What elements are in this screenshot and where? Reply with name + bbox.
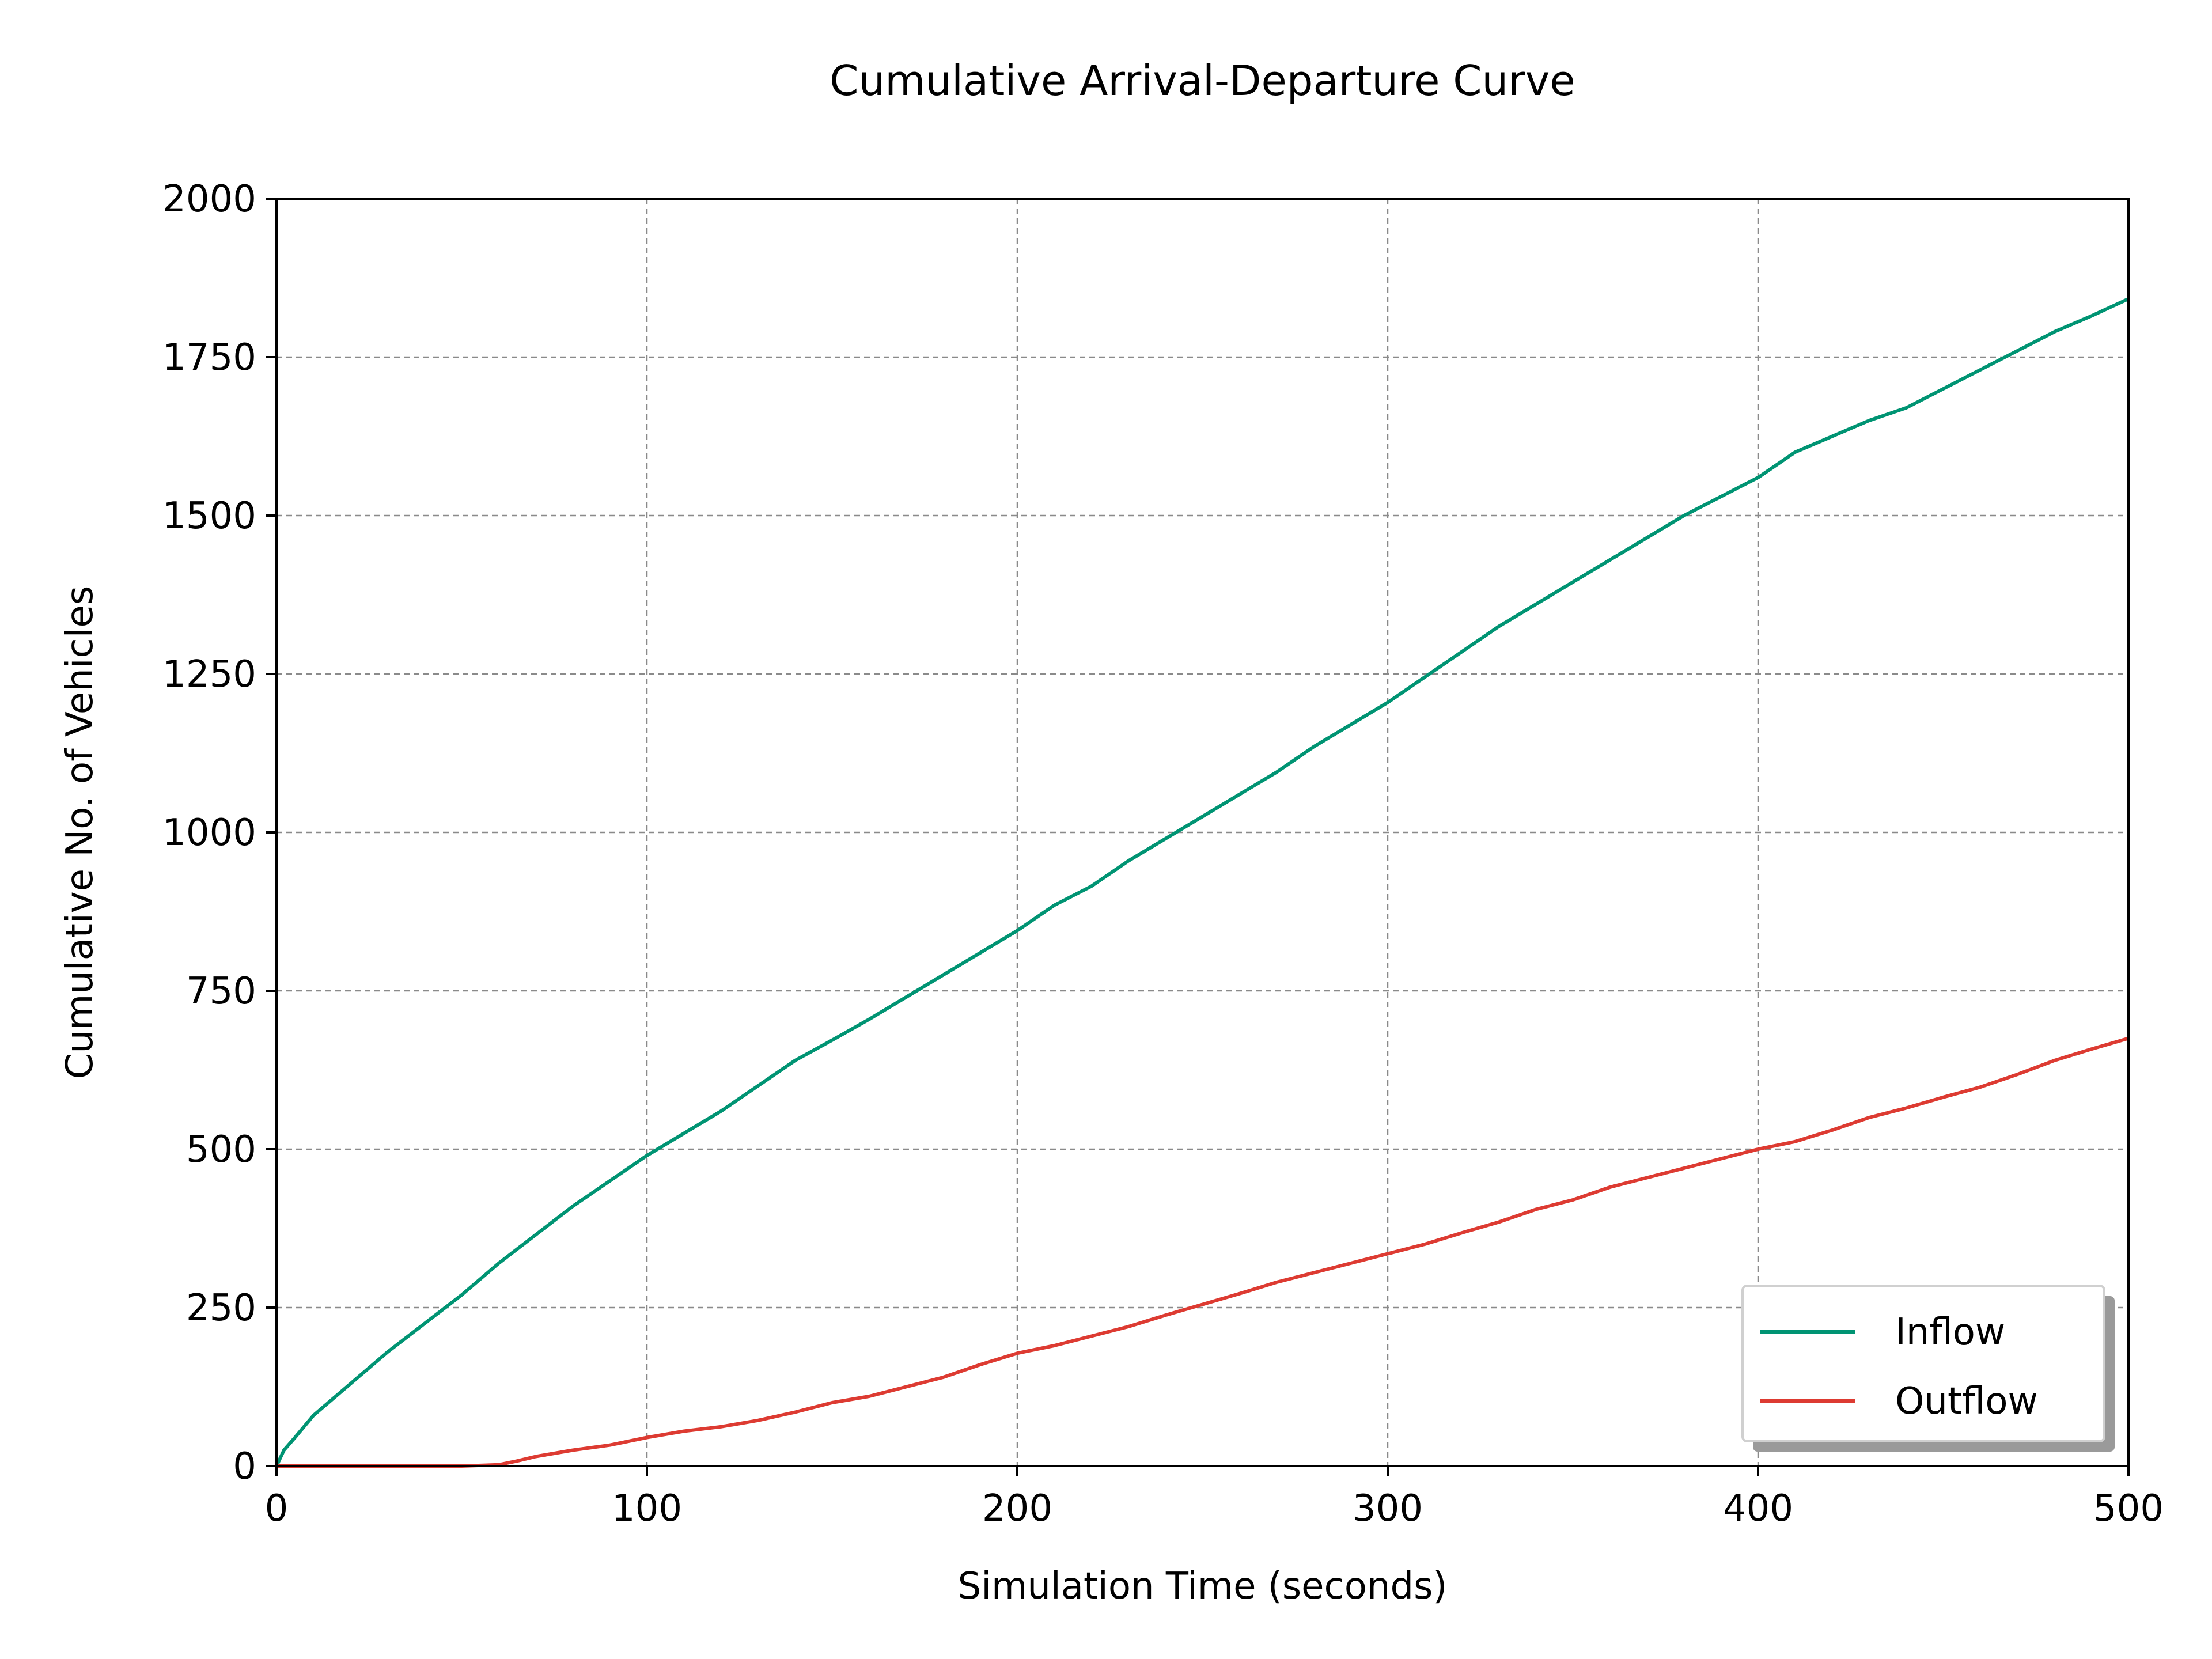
series-line-inflow: [275, 297, 2130, 1468]
series-line-outflow: [275, 1036, 2130, 1468]
x-tick-label: 500: [2093, 1487, 2164, 1530]
y-tick-label: 750: [186, 970, 256, 1013]
legend-label-inflow: Inflow: [1895, 1311, 2005, 1354]
y-tick-label: 2000: [162, 178, 256, 221]
y-tick-label: 250: [186, 1287, 256, 1330]
y-tick-label: 1250: [162, 653, 256, 696]
x-tick-label: 300: [1353, 1487, 1423, 1530]
grid: [276, 199, 2128, 1466]
series-layer: [275, 297, 2130, 1468]
x-tick-label: 200: [982, 1487, 1052, 1530]
legend: Inflow Outflow: [1741, 1285, 2115, 1452]
y-axis-label: Cumulative No. of Vehicles: [59, 586, 101, 1079]
y-tick-label: 1500: [162, 495, 256, 537]
x-axis-label: Simulation Time (seconds): [958, 1565, 1448, 1608]
y-tick-label: 0: [233, 1445, 256, 1488]
x-tick-label: 100: [612, 1487, 682, 1530]
y-tick-label: 1750: [162, 336, 256, 379]
axis-ticks: 0 100 200 300 400 500 0 250 500 750 1000 1250 1500 17…: [162, 178, 2164, 1530]
y-tick-label: 1000: [162, 812, 256, 854]
chart-title: Cumulative Arrival-Departure Curve: [830, 56, 1575, 105]
x-tick-label: 400: [1723, 1487, 1793, 1530]
legend-label-outflow: Outflow: [1895, 1380, 2038, 1423]
y-tick-label: 500: [186, 1128, 256, 1171]
x-tick-label: 0: [265, 1487, 289, 1530]
